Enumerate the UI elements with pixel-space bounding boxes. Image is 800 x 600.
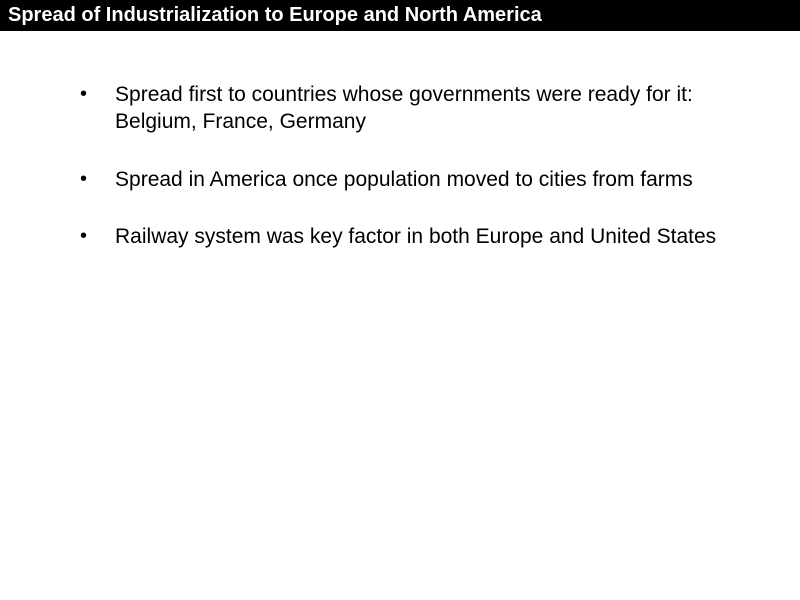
list-item: • Spread in America once population move… xyxy=(80,166,720,193)
bullet-text: Spread first to countries whose governme… xyxy=(115,81,720,136)
bullet-icon: • xyxy=(80,81,87,136)
list-item: • Spread first to countries whose govern… xyxy=(80,81,720,136)
page-title: Spread of Industrialization to Europe an… xyxy=(8,4,542,26)
bullet-list: • Spread first to countries whose govern… xyxy=(80,81,720,250)
content-area: • Spread first to countries whose govern… xyxy=(0,31,800,300)
bullet-icon: • xyxy=(80,223,87,250)
bullet-text: Railway system was key factor in both Eu… xyxy=(115,223,720,250)
title-bar: Spread of Industrialization to Europe an… xyxy=(0,0,800,31)
list-item: • Railway system was key factor in both … xyxy=(80,223,720,250)
bullet-text: Spread in America once population moved … xyxy=(115,166,720,193)
bullet-icon: • xyxy=(80,166,87,193)
